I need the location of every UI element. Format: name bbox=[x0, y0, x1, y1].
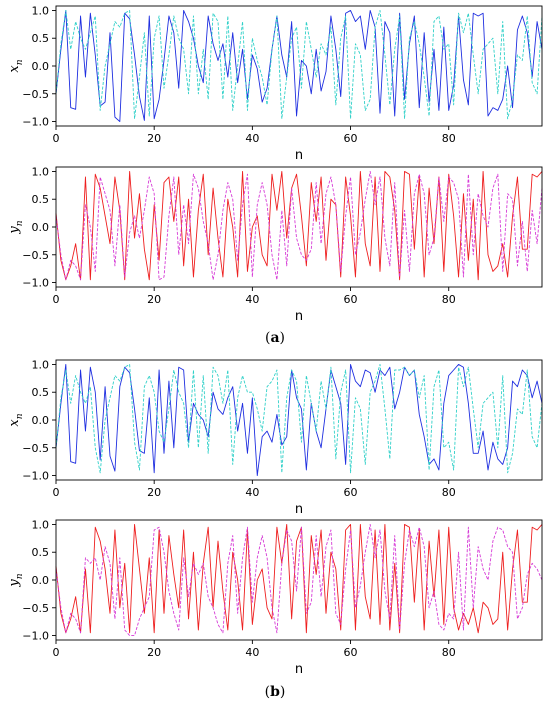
x-tick-label: 60 bbox=[344, 293, 358, 306]
x-tick-label: 40 bbox=[245, 646, 259, 659]
subplot-b-yn: 0 20 40 60 80 −1.0 −0.5 0.0 0.5 1.0 n yn bbox=[7, 518, 543, 677]
y-tick-label: 0.0 bbox=[32, 414, 50, 427]
y-tick-label: 0.5 bbox=[32, 546, 50, 559]
series-line-1 bbox=[55, 523, 543, 634]
series-line-2 bbox=[55, 170, 543, 281]
series-line-1 bbox=[55, 170, 543, 281]
x-tick-label: 60 bbox=[344, 132, 358, 145]
y-tick-label: 1.0 bbox=[32, 358, 50, 371]
x-tick-label: 80 bbox=[442, 486, 456, 499]
x-tick-label: 40 bbox=[245, 486, 259, 499]
caption-b: (b) bbox=[264, 684, 286, 700]
y-tick-label: 0.0 bbox=[32, 221, 50, 234]
y-tick-label: −1.0 bbox=[22, 277, 49, 290]
y-tick-label: 0.5 bbox=[32, 193, 50, 206]
x-tick-label: 20 bbox=[147, 646, 161, 659]
x-tick-label: 80 bbox=[442, 132, 456, 145]
x-tick-label: 60 bbox=[344, 486, 358, 499]
subplot-b-xn: 0 20 40 60 80 −1.0 −0.5 0.0 0.5 1.0 n xn bbox=[7, 358, 543, 517]
x-tick-label: 20 bbox=[147, 486, 161, 499]
x-tick-label: 20 bbox=[147, 132, 161, 145]
y-axis-label: yn bbox=[7, 573, 25, 587]
y-tick-label: −1.0 bbox=[22, 470, 49, 483]
y-tick-label: 0.5 bbox=[32, 32, 50, 45]
series-line-2 bbox=[55, 363, 543, 474]
y-tick-label: 1.0 bbox=[32, 518, 50, 531]
x-tick-label: 0 bbox=[53, 132, 60, 145]
x-tick-label: 80 bbox=[442, 293, 456, 306]
series-line-2 bbox=[55, 523, 543, 637]
y-axis-label: xn bbox=[7, 413, 25, 426]
x-axis-label: n bbox=[295, 148, 303, 163]
y-tick-label: 1.0 bbox=[32, 165, 50, 178]
plot-frame bbox=[55, 5, 543, 127]
x-tick-label: 0 bbox=[53, 646, 60, 659]
x-axis-label: n bbox=[295, 502, 303, 517]
x-tick-label: 0 bbox=[53, 293, 60, 306]
series-line-2 bbox=[55, 9, 543, 120]
y-tick-label: 1.0 bbox=[32, 4, 50, 17]
x-tick-label: 20 bbox=[147, 293, 161, 306]
y-tick-label: −0.5 bbox=[22, 602, 49, 615]
y-tick-label: −1.0 bbox=[22, 630, 49, 643]
y-tick-label: −0.5 bbox=[22, 249, 49, 262]
y-tick-label: −1.0 bbox=[22, 116, 49, 129]
y-tick-label: 0.0 bbox=[32, 574, 50, 587]
y-axis-label: yn bbox=[7, 220, 25, 234]
y-tick-label: 0.5 bbox=[32, 386, 50, 399]
series-line-1 bbox=[55, 363, 543, 477]
x-tick-label: 80 bbox=[442, 646, 456, 659]
x-tick-label: 0 bbox=[53, 486, 60, 499]
subplot-a-xn: 0 20 40 60 80 −1.0 −0.5 0.0 0.5 1.0 n xn bbox=[7, 4, 543, 163]
x-axis-label: n bbox=[295, 662, 303, 677]
caption-a: (a) bbox=[264, 330, 285, 346]
y-axis-label: xn bbox=[7, 59, 25, 72]
subplot-a-yn: 0 20 40 60 80 −1.0 −0.5 0.0 0.5 1.0 n yn bbox=[7, 165, 543, 324]
x-tick-label: 60 bbox=[344, 646, 358, 659]
x-tick-label: 40 bbox=[245, 132, 259, 145]
series-line-1 bbox=[55, 9, 543, 123]
x-tick-label: 40 bbox=[245, 293, 259, 306]
y-tick-label: 0.0 bbox=[32, 60, 50, 73]
y-tick-label: −0.5 bbox=[22, 88, 49, 101]
x-axis-label: n bbox=[295, 309, 303, 324]
plot-frame bbox=[55, 359, 543, 481]
y-tick-label: −0.5 bbox=[22, 442, 49, 455]
